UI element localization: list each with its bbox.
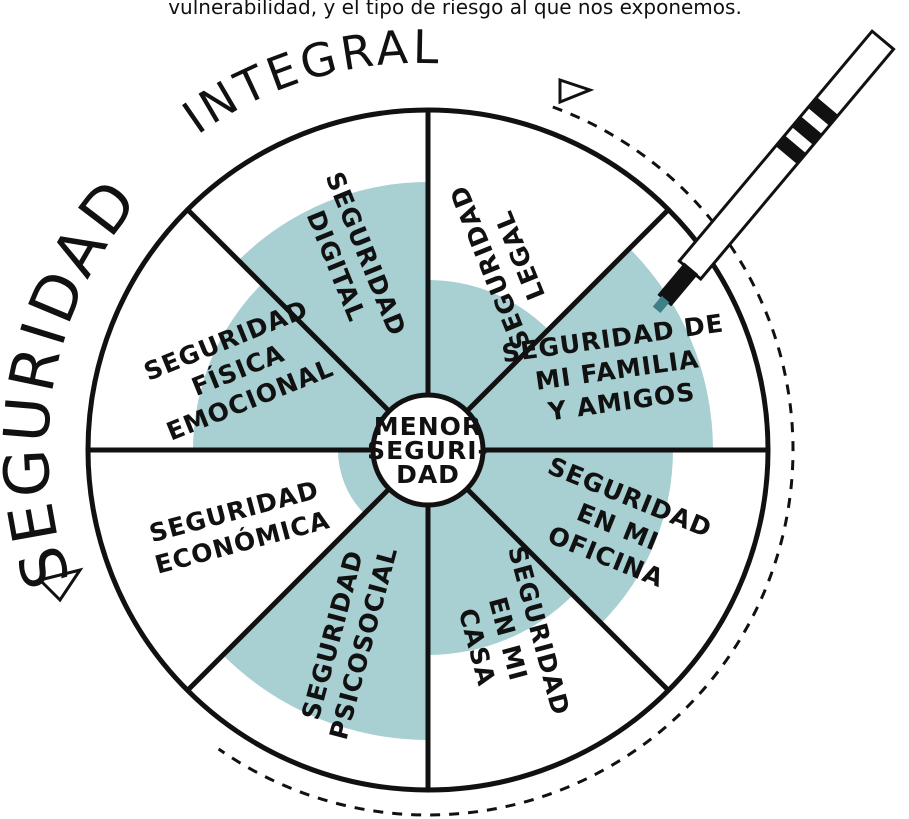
outer-title-left: SEGURIDAD [0, 164, 154, 597]
outer-title-top-path: INTEGRAL [173, 20, 443, 145]
arrow-head [560, 80, 590, 102]
pen-icon [646, 31, 894, 319]
outer-title-top: INTEGRAL [173, 20, 443, 145]
intro-text: vulnerabilidad, y el tipo de riesgo al q… [168, 0, 742, 19]
outer-title-left-path: SEGURIDAD [0, 164, 154, 597]
center-label: DAD [396, 460, 460, 489]
diagram: vulnerabilidad, y el tipo de riesgo al q… [0, 0, 909, 819]
